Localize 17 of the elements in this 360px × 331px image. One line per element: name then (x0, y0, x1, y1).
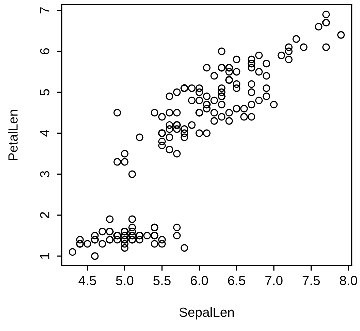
y-axis-title: PetalLen (8, 110, 18, 160)
y-tick-label: 5 (40, 89, 50, 96)
x-tick-label: 6.5 (228, 276, 246, 286)
x-tick-label: 4.5 (78, 276, 96, 286)
x-axis-title: SepalLen (180, 307, 234, 320)
x-tick-label: 7.5 (302, 276, 320, 286)
y-tick-label: 7 (40, 8, 50, 14)
x-tick-label: 6.0 (191, 276, 208, 286)
y-tick-label: 6 (40, 48, 50, 55)
x-tick-label: 7.0 (266, 276, 283, 286)
y-tick-label: 3 (40, 171, 50, 178)
y-tick-label: 2 (40, 212, 50, 218)
x-tick-label: 5.0 (116, 276, 134, 286)
x-tick-label: 5.5 (154, 276, 171, 286)
x-tick-label: 8.0 (340, 276, 358, 286)
y-tick-label: 1 (40, 253, 50, 259)
y-tick-label: 4 (40, 130, 50, 137)
